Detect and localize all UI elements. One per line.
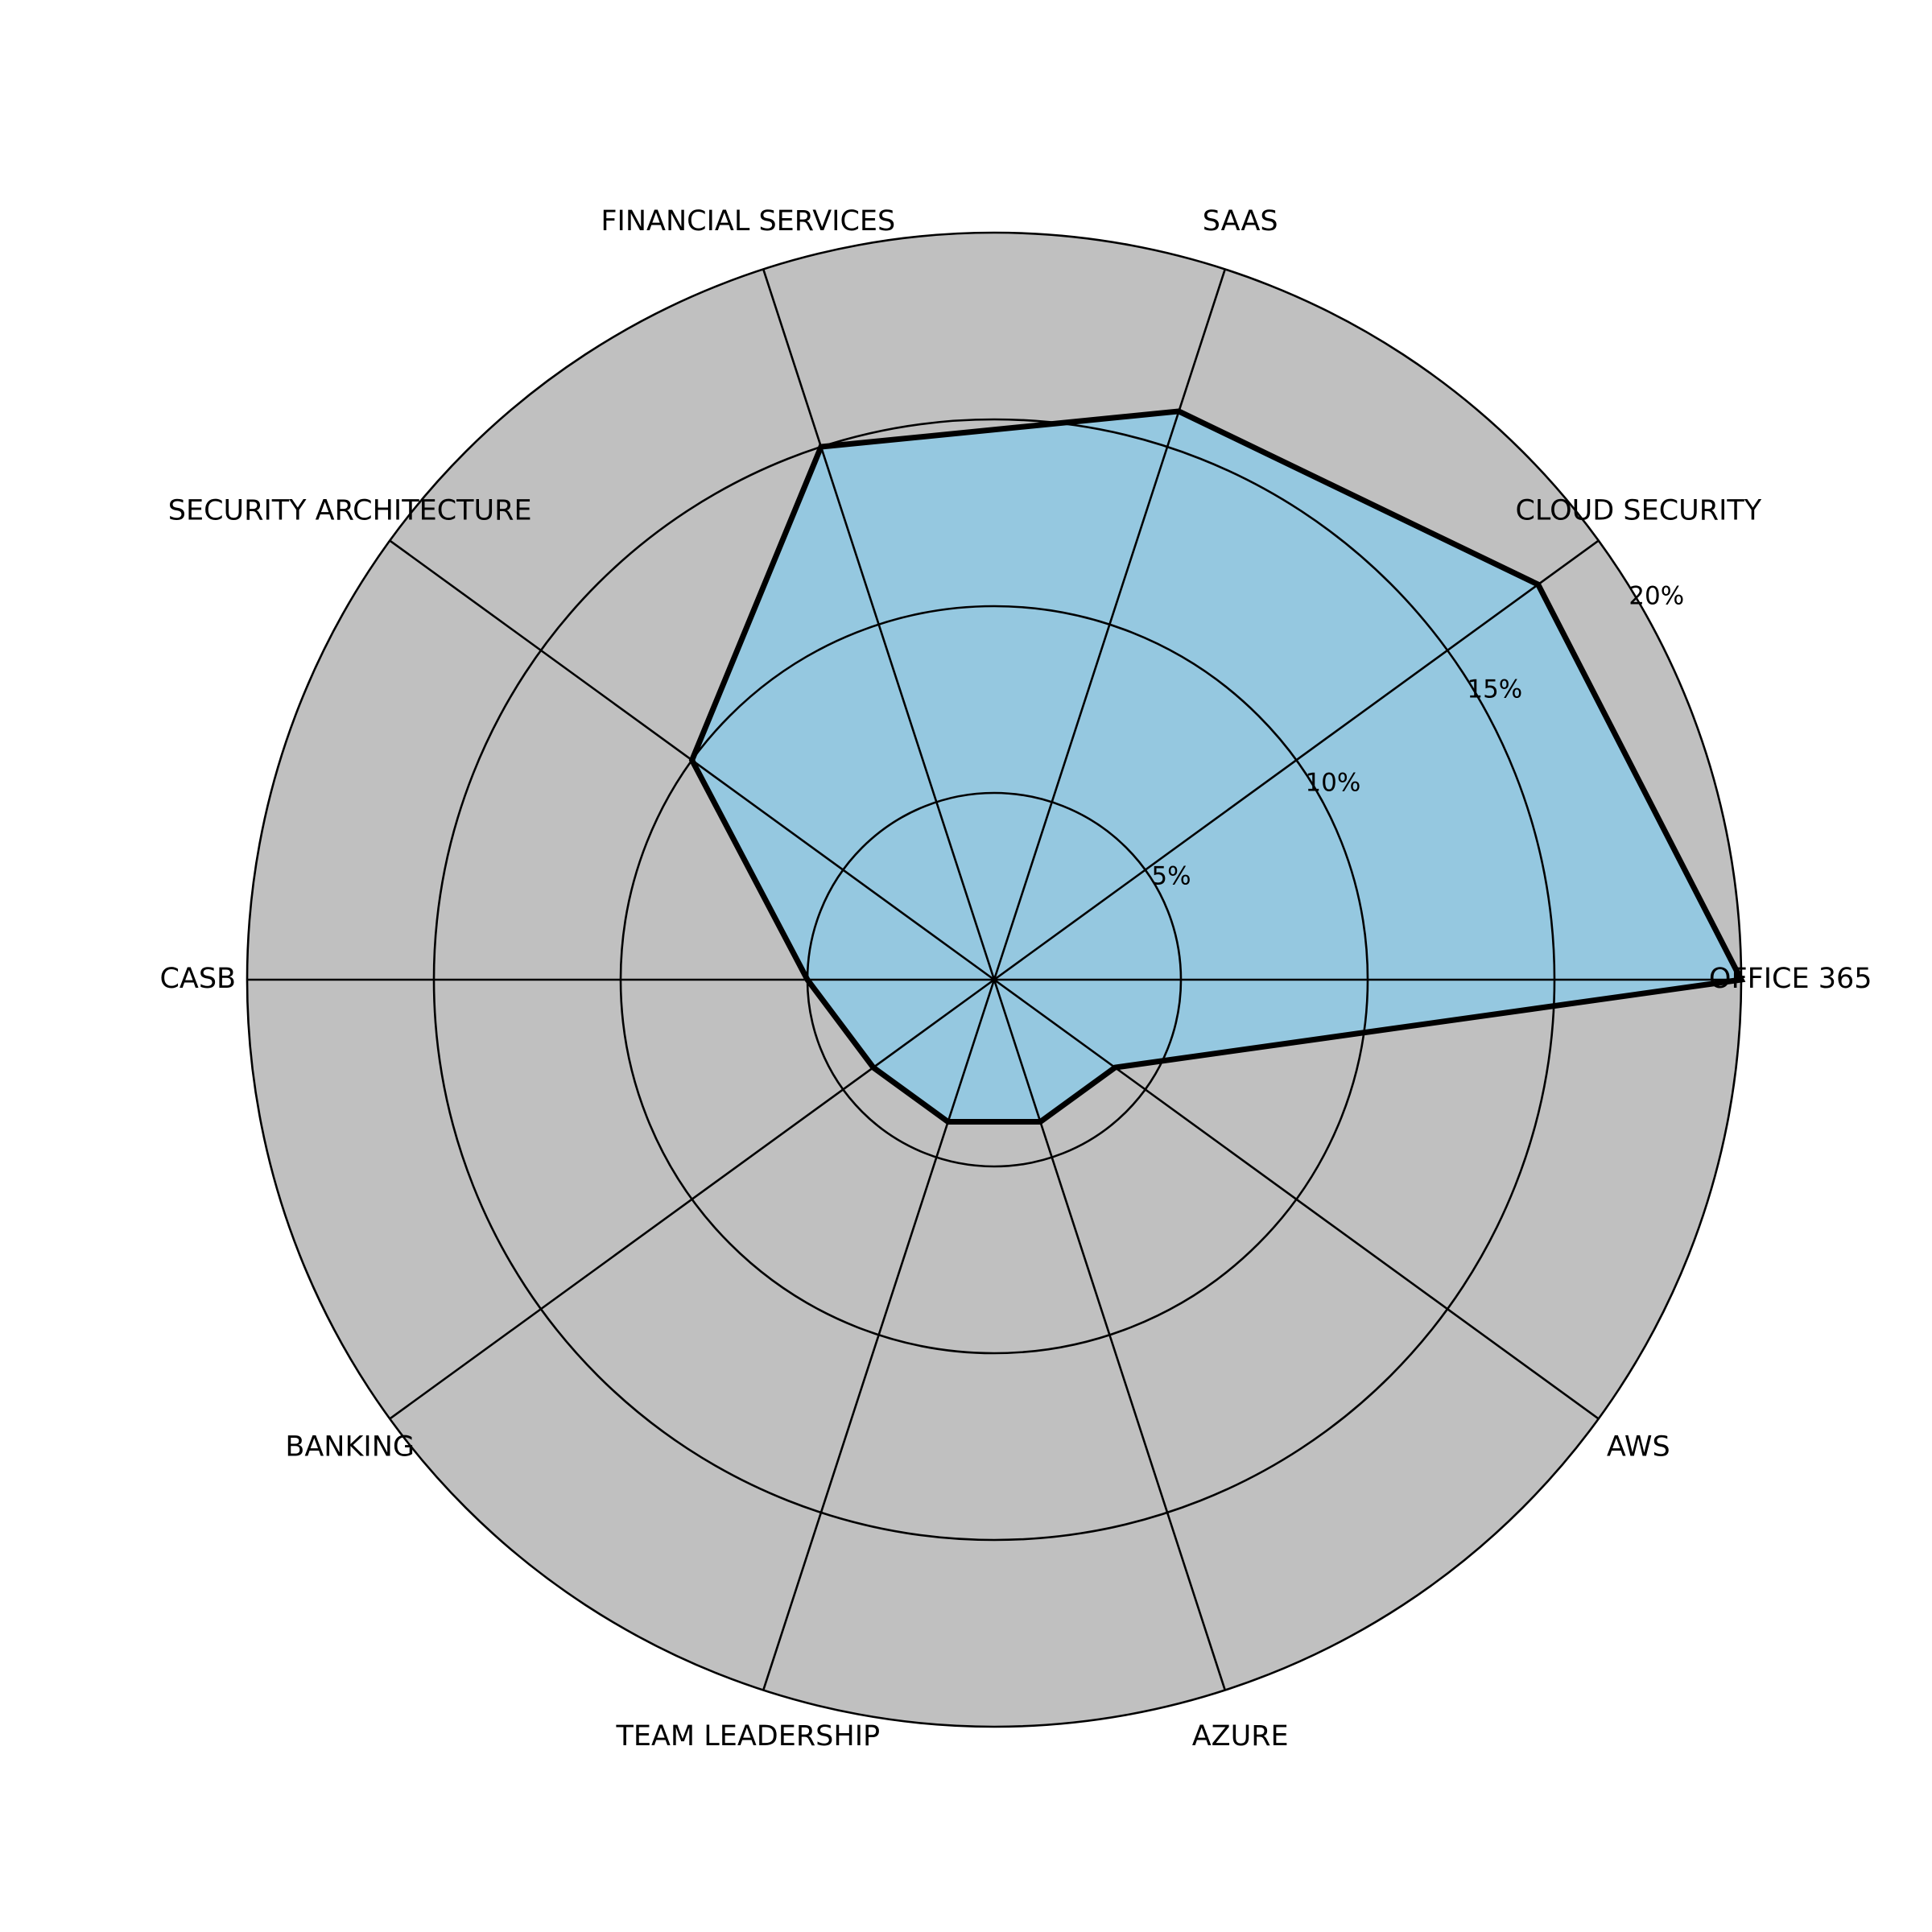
tick-label: 15% xyxy=(1467,675,1522,704)
spoke xyxy=(993,269,1227,980)
spoke xyxy=(762,979,996,1690)
data-line xyxy=(688,408,1746,1125)
category-label: TEAM LEADERSHIP xyxy=(615,1720,880,1752)
spoke xyxy=(762,269,996,980)
category-label: SECURITY ARCHITECTURE xyxy=(168,495,532,527)
spoke xyxy=(993,979,1227,1690)
tick-label: 5% xyxy=(1151,862,1191,891)
spoke xyxy=(389,978,995,1420)
category-label: AZURE xyxy=(1192,1720,1289,1752)
tick-label: 20% xyxy=(1629,582,1684,611)
spoke xyxy=(993,978,1600,1420)
category-label: OFFICE 365 xyxy=(1709,963,1872,995)
category-label: CASB xyxy=(159,963,236,995)
spoke xyxy=(993,539,1600,981)
category-label: BANKING xyxy=(285,1430,415,1463)
data-area xyxy=(691,411,1741,1122)
tick-label: 10% xyxy=(1305,769,1360,798)
category-label: SAAS xyxy=(1203,205,1278,237)
category-label: FINANCIAL SERVICES xyxy=(601,205,895,237)
category-label: CLOUD SECURITY xyxy=(1515,495,1761,527)
category-label: AWS xyxy=(1607,1430,1670,1463)
